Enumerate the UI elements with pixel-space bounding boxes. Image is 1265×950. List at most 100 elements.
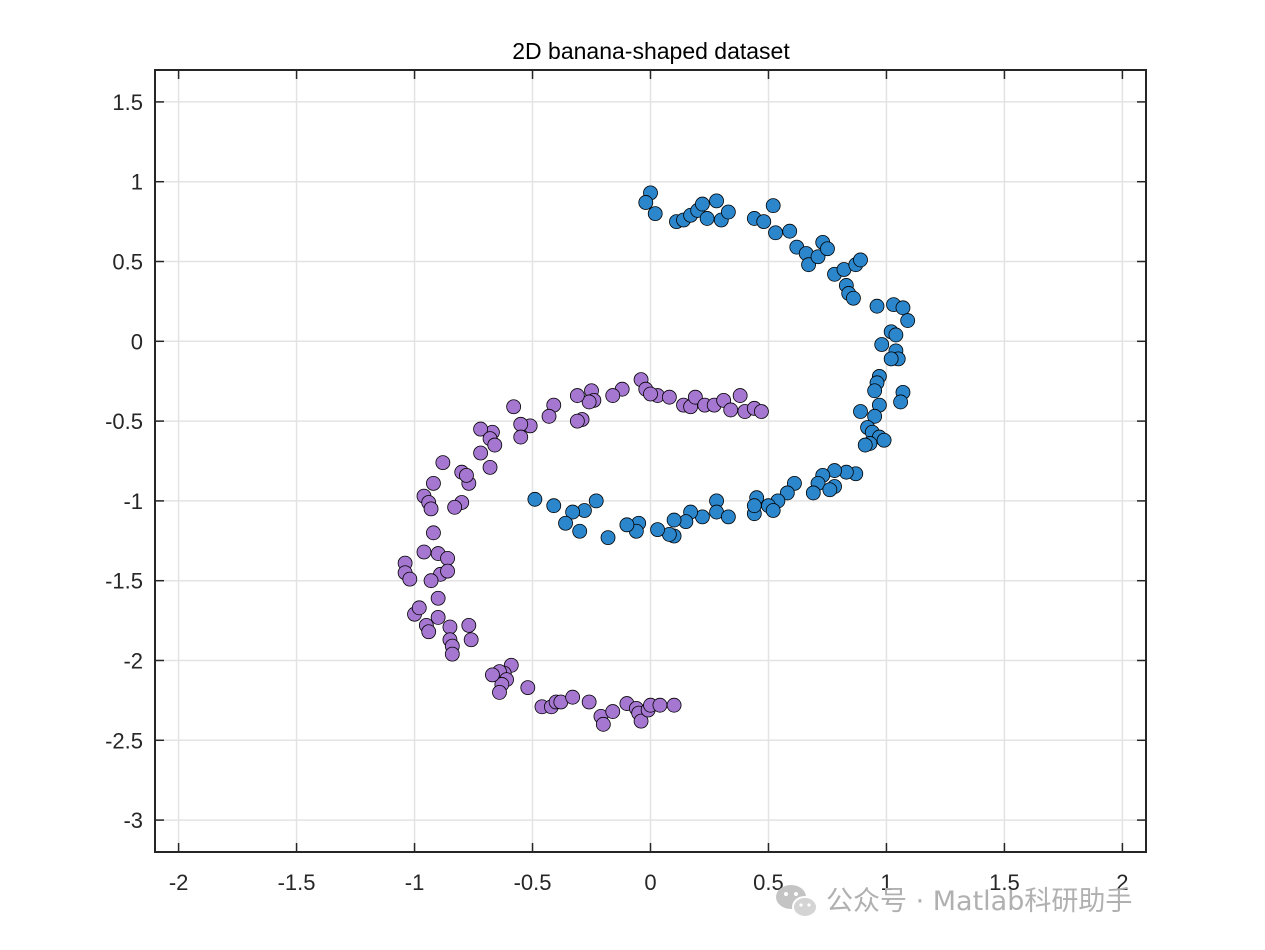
data-point <box>888 327 904 343</box>
data-point <box>746 498 762 514</box>
x-tick-label: -1.5 <box>278 870 316 895</box>
data-point <box>883 351 899 367</box>
data-point <box>699 211 715 226</box>
data-point <box>581 394 597 410</box>
data-point <box>513 429 529 445</box>
x-tick-label: -2 <box>169 870 189 895</box>
data-point <box>605 704 621 719</box>
data-point <box>867 383 883 399</box>
data-point <box>527 491 543 507</box>
y-tick-label: -2 <box>123 648 143 673</box>
data-point <box>463 632 479 648</box>
data-point <box>546 498 562 514</box>
data-point <box>650 522 665 538</box>
data-point <box>779 485 795 501</box>
data-point <box>810 249 826 265</box>
scatter-points <box>397 185 916 732</box>
y-tick-label: -1.5 <box>105 569 143 594</box>
x-tick-label: 1.5 <box>989 870 1020 895</box>
data-point <box>411 600 427 616</box>
y-tick-labels: 1.5 1 0.5 0 -0.5 -1 -1.5 -2 -2.5 -3 <box>105 90 143 833</box>
data-point <box>619 517 635 533</box>
data-point <box>492 685 507 700</box>
y-tick-label: 0 <box>131 329 143 354</box>
y-tick-label: 1.5 <box>112 90 143 115</box>
y-tick-label: -2.5 <box>105 728 143 753</box>
data-point <box>874 337 890 352</box>
data-point <box>753 404 769 419</box>
data-point <box>421 624 437 640</box>
data-point <box>895 300 911 316</box>
chart-title: 2D banana-shaped dataset <box>512 38 790 64</box>
data-point <box>723 402 739 418</box>
data-point <box>820 241 835 257</box>
data-point <box>633 713 649 729</box>
data-point <box>638 195 654 210</box>
y-tick-label: -1 <box>123 489 143 514</box>
data-point <box>666 697 682 713</box>
y-tick-label: -0.5 <box>105 409 143 434</box>
data-point <box>647 206 663 222</box>
data-point <box>461 617 477 633</box>
x-tick-label: -0.5 <box>514 870 552 895</box>
data-point <box>765 198 781 214</box>
data-point <box>473 421 489 437</box>
data-point <box>709 193 724 209</box>
data-point <box>782 223 798 239</box>
data-point <box>565 504 581 520</box>
data-point <box>805 485 821 501</box>
data-point <box>423 573 439 589</box>
data-point <box>600 530 616 546</box>
data-point <box>426 475 441 491</box>
data-point <box>402 571 418 587</box>
y-tick-label: 1 <box>131 170 143 195</box>
data-point <box>869 298 885 314</box>
data-point <box>853 252 868 268</box>
data-point <box>506 399 522 415</box>
data-point <box>652 697 668 713</box>
data-point <box>572 523 588 539</box>
data-point <box>867 408 883 424</box>
data-point <box>768 225 783 241</box>
data-point <box>643 386 658 402</box>
data-point <box>416 544 432 560</box>
data-point <box>430 590 446 606</box>
series-2 <box>397 372 769 732</box>
data-point <box>442 619 458 635</box>
data-point <box>695 196 710 212</box>
data-point <box>423 501 439 517</box>
x-tick-label: 0 <box>644 870 656 895</box>
x-tick-label: 1 <box>880 870 892 895</box>
data-point <box>430 610 446 625</box>
wechat-icon <box>776 885 818 918</box>
data-point <box>444 646 460 662</box>
data-point <box>569 388 585 403</box>
data-point <box>756 214 772 230</box>
data-point <box>595 716 611 732</box>
data-point <box>482 459 498 475</box>
data-point <box>857 437 873 453</box>
data-point <box>459 467 474 483</box>
data-point <box>801 257 816 273</box>
data-point <box>520 680 536 696</box>
watermark-text: 公众号 · Matlab科研助手 <box>826 886 1132 917</box>
data-point <box>732 388 748 403</box>
x-tick-label: -1 <box>405 870 425 895</box>
data-point <box>822 482 838 498</box>
data-point <box>558 515 573 531</box>
data-point <box>900 313 916 328</box>
data-point <box>661 389 677 405</box>
data-point <box>588 493 604 509</box>
data-point <box>487 437 503 453</box>
data-point <box>666 512 682 528</box>
data-point <box>541 408 557 424</box>
watermark: 公众号 · Matlab科研助手 <box>776 885 1132 918</box>
data-point <box>426 525 441 541</box>
data-point <box>687 389 703 405</box>
data-point <box>569 413 585 429</box>
y-tick-label: -3 <box>123 808 143 833</box>
data-point <box>853 404 868 419</box>
data-point <box>473 445 489 461</box>
x-tick-label: 2 <box>1116 870 1128 895</box>
